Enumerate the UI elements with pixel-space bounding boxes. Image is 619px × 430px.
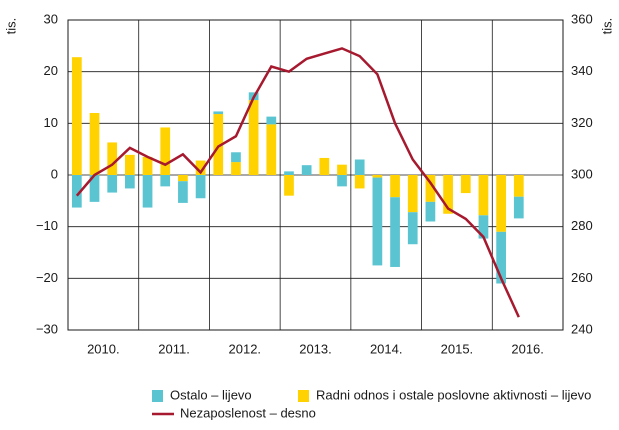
x-tick-label: 2014. <box>370 341 403 356</box>
bar <box>160 175 171 187</box>
bar <box>478 215 489 239</box>
bar <box>407 212 418 245</box>
bar <box>213 111 224 115</box>
y-tick-label: −30 <box>36 321 58 336</box>
plot-frame <box>67 19 564 331</box>
legend-label: Ostalo – lijevo <box>170 387 252 402</box>
y-tick-label: 10 <box>44 115 58 130</box>
bar <box>107 142 118 175</box>
bar <box>266 124 277 175</box>
bar <box>231 152 241 163</box>
bar <box>337 175 347 187</box>
legend-label: Nezaposlenost – desno <box>180 405 316 420</box>
bar <box>337 164 347 175</box>
x-tick-label: 2011. <box>158 341 190 356</box>
x-tick-label: 2010. <box>87 341 120 356</box>
bar <box>319 157 330 175</box>
bar <box>496 231 506 284</box>
bar <box>71 57 82 176</box>
y-tick-label: 30 <box>44 11 58 26</box>
y2-tick-label: 360 <box>571 11 593 26</box>
x-tick-label: 2012. <box>229 341 262 356</box>
y-tick-label: −20 <box>36 270 58 285</box>
bar <box>89 113 100 175</box>
bar <box>372 177 383 266</box>
bar <box>478 175 489 216</box>
bar <box>195 160 206 175</box>
bar <box>407 175 418 213</box>
y-tick-label: 20 <box>44 63 58 78</box>
bar <box>71 175 82 208</box>
y2-tick-label: 300 <box>571 166 593 181</box>
bar <box>460 175 471 194</box>
bar <box>231 162 241 175</box>
bar <box>178 181 188 203</box>
bar <box>160 127 171 175</box>
bar <box>89 175 100 202</box>
legend-label: Radni odnos i ostale poslovne aktivnosti… <box>316 387 591 402</box>
x-tick-label: 2015. <box>441 341 474 356</box>
y2-tick-label: 260 <box>571 270 593 285</box>
bar <box>142 175 153 208</box>
bar <box>284 171 294 175</box>
bar <box>107 175 118 193</box>
y2-tick-label: 240 <box>571 321 593 336</box>
bar <box>178 175 188 182</box>
bar <box>248 100 259 175</box>
bar <box>496 175 506 232</box>
bar <box>142 156 153 175</box>
legend-swatch <box>152 390 163 402</box>
y2-tick-label: 320 <box>571 115 593 130</box>
y-unit: tis. <box>3 18 18 35</box>
bar <box>354 175 365 189</box>
x-tick-label: 2013. <box>299 341 332 356</box>
bar <box>195 175 206 199</box>
bar <box>425 201 436 222</box>
y2-tick-label: 280 <box>571 218 593 233</box>
bar <box>513 196 524 219</box>
bar <box>513 175 524 197</box>
y-tick-label: −10 <box>36 218 58 233</box>
bar <box>125 175 135 189</box>
y-tick-label: 0 <box>51 166 58 181</box>
bar <box>301 165 312 175</box>
y2-unit: tis. <box>599 18 614 35</box>
bar <box>213 114 224 175</box>
y2-tick-label: 340 <box>571 63 593 78</box>
bar <box>266 116 277 125</box>
bar <box>390 197 400 267</box>
bar <box>390 175 400 198</box>
bar <box>354 159 365 175</box>
bar <box>372 175 383 178</box>
bar <box>425 175 436 202</box>
bar <box>443 175 453 214</box>
bar <box>125 154 135 175</box>
line <box>75 47 520 318</box>
x-tick-label: 2016. <box>511 341 544 356</box>
legend-swatch <box>298 390 309 402</box>
bar <box>284 175 294 196</box>
